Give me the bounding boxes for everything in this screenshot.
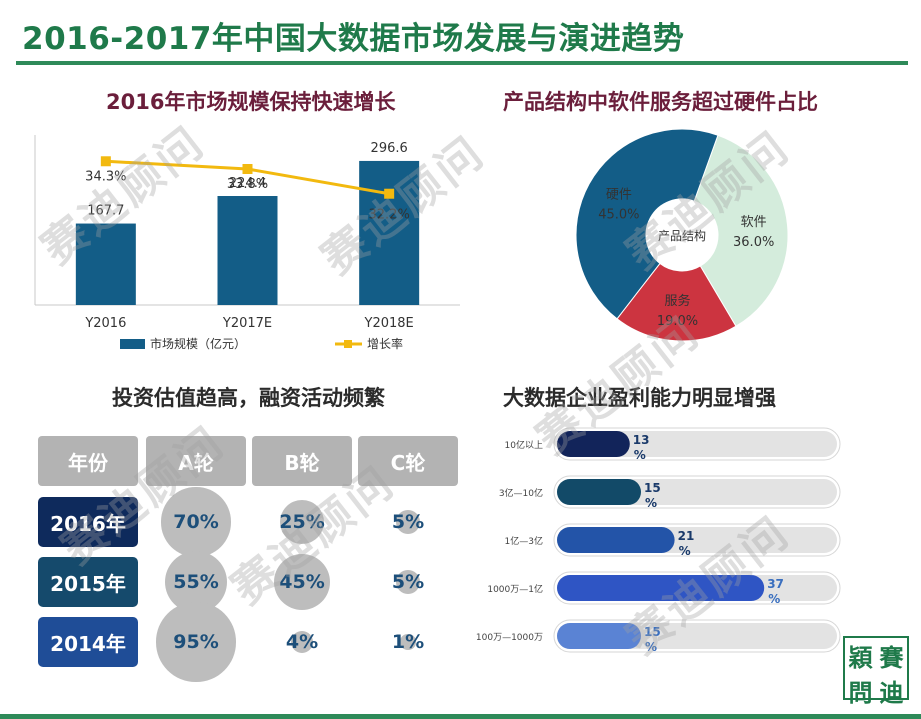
market-bar (217, 196, 278, 305)
value-label-number: 15 (644, 625, 661, 639)
category-label: 3亿—10亿 (499, 487, 543, 499)
growth-rate-marker (100, 156, 111, 167)
bar-value-label: 296.6 (371, 141, 408, 156)
category-label: 1亿—3亿 (505, 535, 543, 547)
share-bubble (273, 553, 331, 611)
share-bubble (290, 630, 314, 654)
profit-section-title: 大数据企业盈利能力明显增强 (503, 386, 776, 410)
share-value: 45% (279, 571, 325, 593)
structure-section-title: 产品结构中软件服务超过硬件占比 (503, 90, 818, 114)
profit-bar (557, 527, 675, 553)
share-bubble (156, 602, 236, 682)
table-header-cell: A轮 (146, 436, 246, 486)
bottom-divider (0, 714, 921, 719)
logo-char: 問 (848, 678, 873, 707)
logo-char: 穎 (848, 643, 873, 672)
value-label-percent: % (645, 496, 657, 510)
value-label-percent: % (679, 544, 691, 558)
profitability-chart: 10亿以上 13% 3亿—10亿 15% 1亿—3亿 21% 1000万—1亿 37% 100万… (476, 427, 841, 654)
logo-char: 賽 (879, 643, 904, 672)
market-size-chart: 167.7 Y2016 224.4 Y2017E 296.6 Y2018E 34.3% 33.… (34, 135, 460, 351)
growth-rate-label: 33.8% (227, 177, 268, 192)
legend-line-marker (344, 340, 352, 348)
bar-value-label: 167.7 (87, 204, 124, 219)
profit-bar (557, 623, 641, 649)
share-bubble (161, 487, 231, 557)
profit-bar (557, 431, 630, 457)
investment-section-title: 投资估值趋高，融资活动频繁 (112, 386, 385, 410)
value-label-percent: % (645, 640, 657, 654)
category-label: 100万—1000万 (476, 633, 543, 643)
year-label: 2015年 (38, 557, 138, 607)
table-header-cell: 年份 (38, 436, 138, 486)
table-header-cell: B轮 (252, 436, 352, 486)
category-label: 1000万—1亿 (487, 583, 543, 595)
donut-slice (616, 262, 737, 342)
year-label: 2014年 (38, 617, 138, 667)
donut-slice (693, 134, 789, 327)
value-label-percent: % (634, 448, 646, 462)
bar-value-label: 224.4 (229, 176, 266, 191)
category-label: 10亿以上 (505, 439, 543, 451)
value-label-number: 37 (767, 577, 784, 591)
slice-value-label: 19.0% (657, 314, 698, 329)
growth-rate-label: 32.2% (369, 208, 410, 223)
table-header-cell: C轮 (358, 436, 458, 486)
legend-bar-swatch (120, 339, 145, 349)
title-divider (16, 61, 908, 65)
market-section-title: 2016年市场规模保持快速增长 (106, 90, 396, 114)
share-value: 5% (391, 571, 425, 593)
share-value: 25% (279, 511, 325, 533)
x-tick-label: Y2016 (84, 316, 126, 331)
value-label-number: 13 (633, 433, 650, 447)
share-value: 1% (391, 631, 425, 653)
slice-name-label: 硬件 (606, 187, 632, 202)
growth-rate-marker (242, 164, 253, 174)
slice-value-label: 36.0% (733, 235, 774, 250)
slice-name-label: 软件 (741, 215, 767, 230)
profit-bar (557, 479, 641, 505)
market-bar (75, 223, 136, 305)
value-label-number: 21 (678, 529, 695, 543)
legend-bar-label: 市场规模（亿元） (150, 336, 246, 351)
year-label: 2016年 (38, 497, 138, 547)
value-label-percent: % (768, 592, 780, 606)
growth-rate-label: 34.3% (85, 169, 126, 184)
slice-name-label: 服务 (664, 293, 690, 309)
logo-char: 迪 (879, 678, 904, 707)
x-tick-label: Y2017E (222, 316, 272, 331)
share-value: 55% (173, 571, 219, 593)
share-value: 5% (391, 511, 425, 533)
share-value: 4% (285, 631, 319, 653)
legend-line-label: 增长率 (367, 336, 403, 351)
share-value: 70% (173, 511, 219, 533)
growth-rate-marker (384, 188, 395, 199)
share-bubble (279, 499, 325, 545)
share-bubble (400, 634, 416, 650)
value-label-number: 15 (644, 481, 661, 495)
donut-center-label: 产品结构 (658, 228, 706, 243)
share-bubble (395, 509, 421, 535)
page-title: 2016-2017年中国大数据市场发展与演进趋势 (22, 21, 685, 57)
slice-value-label: 45.0% (598, 207, 639, 222)
x-tick-label: Y2018E (364, 316, 414, 331)
share-value: 95% (173, 631, 219, 653)
product-structure-donut: 软件 36.0% 服务 19.0% 硬件 45.0% 产品结构 (575, 128, 789, 342)
share-bubble (395, 569, 421, 595)
ccid-logo: 穎 賽 問 迪 (843, 636, 909, 707)
profit-bar (557, 575, 765, 601)
donut-slice (575, 128, 719, 320)
market-bar (359, 160, 420, 305)
